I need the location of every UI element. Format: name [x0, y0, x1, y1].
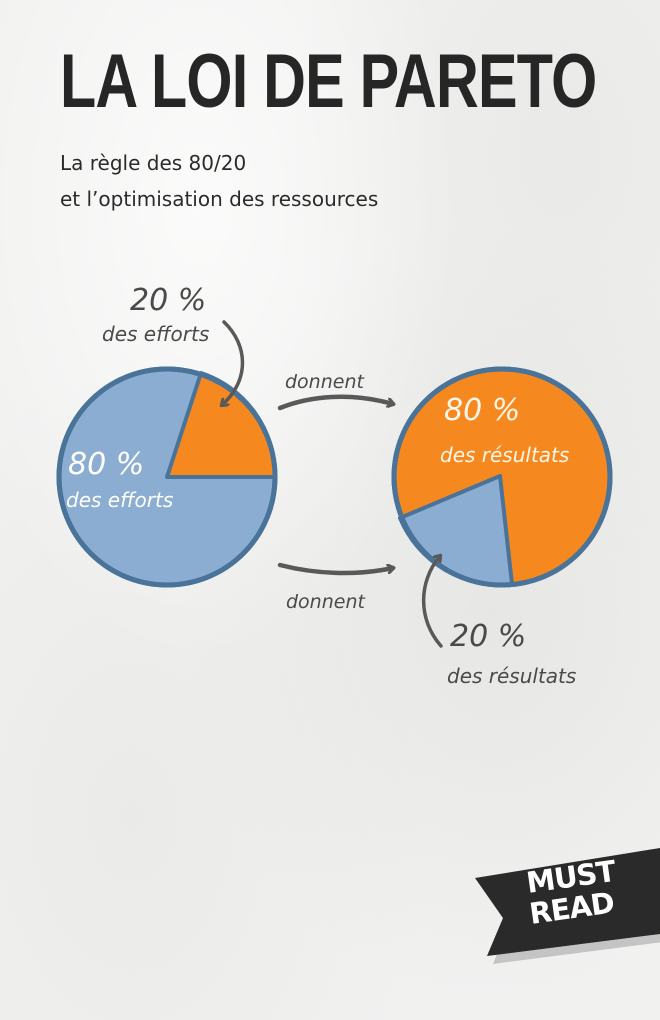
right-bottom-percent: 20 % [450, 619, 526, 654]
right-pie-chart [391, 366, 613, 588]
curved-arrow-icon [222, 320, 245, 405]
left-top-percent: 20 % [130, 283, 206, 318]
right-inner-label: des résultats [440, 443, 569, 467]
arrow-bottom-label: donnent [286, 591, 367, 613]
subtitle: La règle des 80/20 et l’optimisation des… [60, 145, 378, 217]
subtitle-line-1: La règle des 80/20 [60, 151, 247, 175]
left-inner-label: des efforts [66, 488, 173, 512]
must-read-ribbon [475, 848, 660, 964]
arrow-right-icon [277, 562, 393, 576]
subtitle-line-2: et l’optimisation des ressources [60, 187, 379, 211]
arrow-right-icon [277, 394, 393, 411]
right-inner-percent: 80 % [444, 393, 520, 428]
left-inner-percent: 80 % [68, 447, 144, 482]
arrow-top-label: donnent [285, 371, 366, 393]
curved-arrow-icon [421, 556, 443, 648]
left-top-label: des efforts [102, 322, 209, 346]
left-pie-chart [56, 366, 278, 588]
page-title: LA LOI DE PARETO [60, 39, 597, 124]
right-bottom-label: des résultats [447, 664, 576, 688]
